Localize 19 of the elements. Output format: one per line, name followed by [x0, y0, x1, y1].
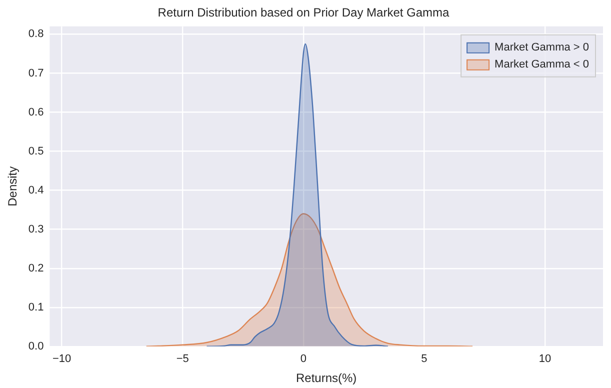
y-axis-title: Density — [6, 166, 20, 206]
x-tick-label: 5 — [421, 353, 428, 366]
y-tick-label: 0.3 — [28, 223, 44, 236]
y-tick-label: 0.5 — [28, 145, 44, 158]
x-tick-label: 10 — [538, 353, 552, 366]
chart-title: Return Distribution based on Prior Day Market Gamma — [158, 6, 450, 20]
y-tick-label: 0.8 — [28, 28, 44, 40]
y-tick-label: 0.6 — [28, 106, 44, 118]
y-tick-label: 0.2 — [28, 262, 44, 274]
y-tick-label: 0.0 — [28, 340, 44, 352]
x-tick-label: 0 — [300, 353, 306, 366]
x-axis-title: Returns(%) — [296, 371, 357, 386]
y-tick-label: 0.7 — [28, 67, 44, 80]
legend-label: Market Gamma > 0 — [494, 41, 590, 54]
legend-label: Market Gamma < 0 — [494, 58, 590, 70]
x-tick-label: −5 — [176, 353, 189, 366]
y-tick-label: 0.1 — [28, 301, 44, 314]
x-tick-label: −10 — [52, 353, 72, 366]
y-tick-label: 0.4 — [28, 184, 44, 196]
